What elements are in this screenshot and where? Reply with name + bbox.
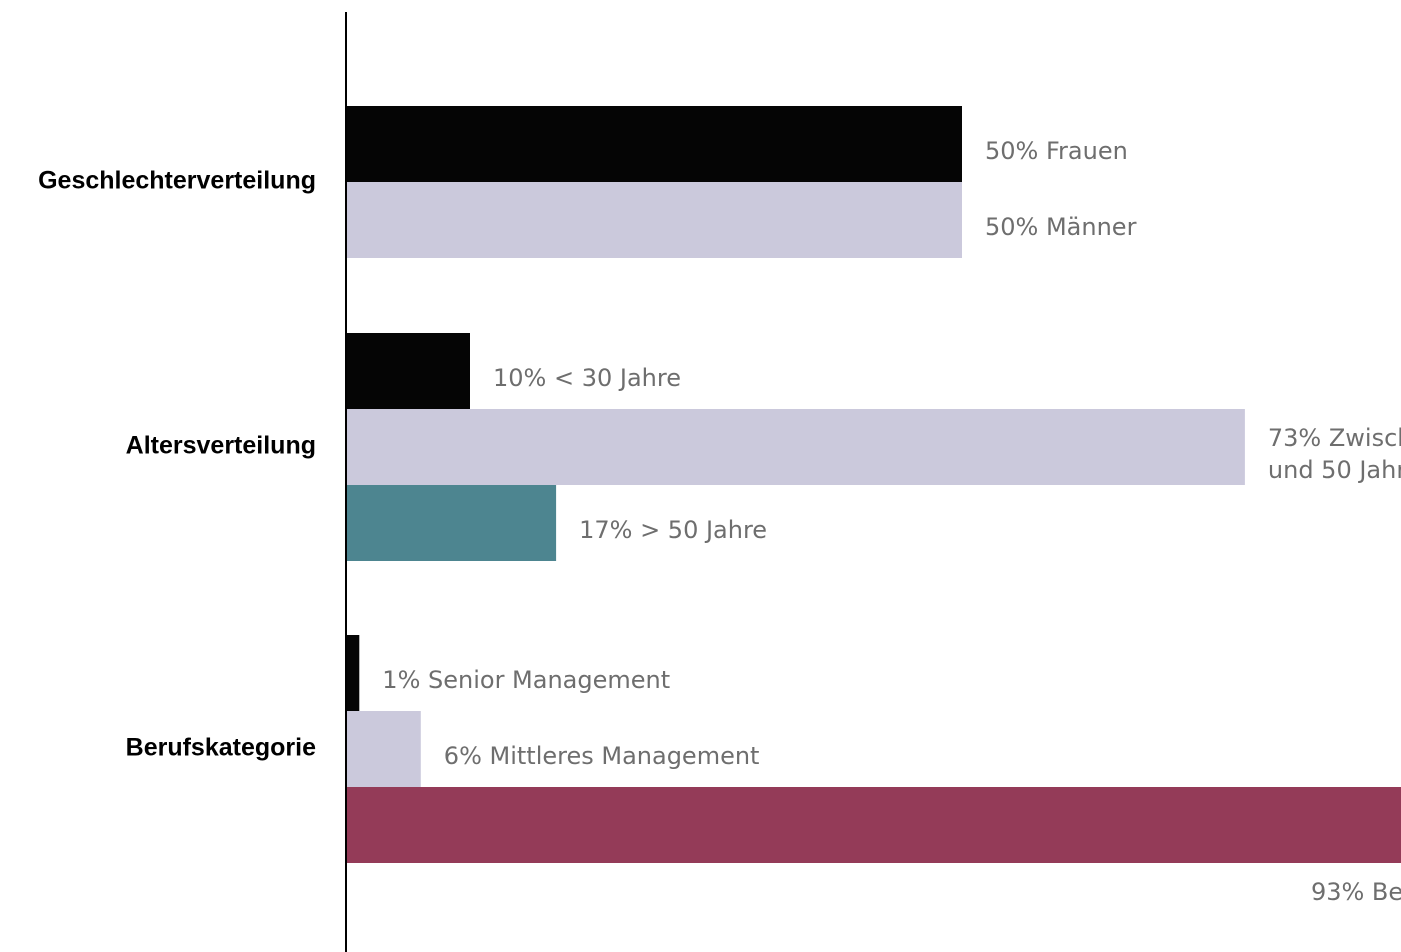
bar — [347, 182, 962, 258]
bar-value-label: 50% Männer — [985, 213, 1137, 241]
category-label: Berufskategorie — [126, 734, 316, 762]
bar — [347, 787, 1401, 863]
bar-value-label: 17% > 50 Jahre — [579, 516, 767, 544]
category-label: Altersverteilung — [126, 432, 316, 460]
bar — [347, 635, 360, 711]
bar-value-label: 1% Senior Management — [382, 666, 670, 694]
bar — [347, 106, 962, 182]
bar-value-label: 93% Belegschaft — [1311, 878, 1401, 906]
bar-value-label: 50% Frauen — [985, 137, 1128, 165]
bar — [347, 333, 470, 409]
bar-value-label: 73% Zwischen 30und 50 Jahren — [1268, 424, 1401, 484]
bar-value-label: 10% < 30 Jahre — [493, 364, 681, 392]
bar — [347, 485, 557, 561]
bar — [347, 711, 421, 787]
bar-value-label: 6% Mittleres Management — [444, 742, 760, 770]
category-label: Geschlechterverteilung — [38, 167, 316, 195]
bar — [347, 409, 1245, 485]
